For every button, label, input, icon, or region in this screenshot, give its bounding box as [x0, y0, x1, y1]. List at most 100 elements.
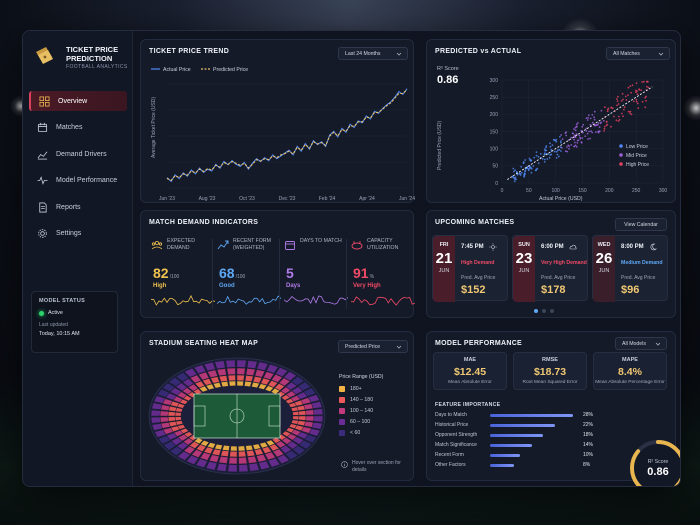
pva-point — [622, 98, 624, 101]
seat-section — [298, 440, 312, 450]
stadium-heatmap[interactable] — [147, 354, 327, 482]
pva-point — [647, 86, 650, 89]
match-time: 6:00 PM — [541, 244, 564, 250]
pva-filter-dropdown[interactable]: All Matches — [606, 47, 670, 60]
pva-point — [630, 113, 633, 116]
pva-point — [520, 171, 523, 174]
seat-section — [305, 409, 315, 416]
seat-section — [150, 416, 161, 424]
feature-name: Recent Form — [435, 452, 464, 458]
sparkline-path — [151, 294, 215, 306]
match-card[interactable]: WED 26 JUN 8:00 PM Medium Demand Pred. Avg Pr… — [592, 235, 668, 302]
performance-model-dropdown[interactable]: All Models — [615, 337, 667, 350]
trend-range-dropdown[interactable]: Last 24 Months — [338, 47, 408, 60]
seat-section — [275, 367, 289, 377]
view-calendar-button[interactable]: View Calendar — [615, 218, 667, 231]
sidebar-item-model-performance[interactable]: Model Performance — [29, 171, 127, 191]
seat-section — [159, 416, 169, 423]
seat-section — [288, 423, 298, 429]
ring-label: R² Score — [648, 459, 669, 465]
stadium-icon — [351, 241, 363, 250]
seat-section — [189, 374, 202, 384]
seat-section — [236, 380, 244, 387]
heatmap-hint: Hover over section for details — [341, 460, 401, 474]
pva-filter-value: All Matches — [613, 50, 640, 57]
predicted-price-line — [166, 89, 408, 182]
indicator-label: CAPACITY UTILIZATION — [367, 238, 399, 251]
chevron-down-icon — [658, 52, 664, 56]
match-card[interactable]: SUN 23 JUN 6:00 PM Very High Demand Pred. Avg… — [512, 235, 588, 302]
seat-section — [220, 381, 229, 388]
pva-point — [574, 129, 577, 132]
pva-point — [603, 130, 605, 132]
pva-point — [593, 116, 595, 119]
pva-point — [520, 165, 523, 168]
match-card[interactable]: FRI 21 JUN 7:45 PM High Demand Pred. Avg Pric… — [432, 235, 508, 302]
sidebar-item-demand-drivers[interactable]: Demand Drivers — [29, 144, 127, 164]
status-state-text: Active — [48, 310, 63, 316]
pva-point — [513, 170, 515, 173]
seat-section — [159, 410, 169, 417]
pva-point — [617, 120, 620, 122]
pva-point — [539, 153, 542, 155]
seat-section — [183, 445, 196, 455]
carousel-dot[interactable] — [542, 309, 546, 313]
pva-point — [578, 134, 581, 137]
indicator-desc: High — [153, 283, 167, 289]
app-title: TICKET PRICE PREDICTION — [66, 45, 119, 63]
heat-legend-label: < 60 — [350, 430, 361, 436]
seat-section — [286, 433, 298, 441]
pva-x-tick: 250 — [632, 188, 641, 194]
pva-point — [550, 153, 553, 156]
heat-legend-swatch — [339, 386, 345, 392]
match-month: JUN — [438, 268, 450, 274]
match-time: 8:00 PM — [621, 244, 644, 250]
pva-point — [632, 100, 635, 103]
pva-point — [636, 102, 639, 105]
indicator-desc: Very High — [353, 283, 381, 289]
pva-point — [574, 126, 577, 129]
seat-section — [286, 441, 299, 450]
carousel-dot-active[interactable] — [534, 309, 538, 313]
pva-y-tick: 50 — [492, 164, 498, 170]
carousel-dot[interactable] — [550, 309, 554, 313]
pva-point — [553, 150, 556, 153]
pva-point — [574, 144, 577, 147]
heatmap-legend-title: Price Range (USD) — [339, 374, 384, 380]
pva-point — [543, 152, 546, 155]
heatmap-metric-dropdown[interactable]: Predicted Price — [338, 340, 408, 353]
seat-section — [210, 376, 220, 384]
pva-point — [613, 115, 615, 118]
pva-point — [621, 92, 624, 95]
seat-section — [265, 439, 276, 447]
trend-x-tick: Dec '23 — [279, 196, 296, 202]
heatmap-title: STADIUM SEATING HEAT MAP — [149, 340, 259, 347]
model-status-state: Active — [39, 310, 110, 316]
feature-name: Other Factors — [435, 462, 466, 468]
pva-point — [565, 134, 568, 137]
pva-point — [577, 122, 579, 124]
sidebar-item-overview[interactable]: Overview — [29, 91, 127, 111]
last-updated-value: Today, 10:15 AM — [39, 331, 80, 337]
seat-section — [207, 369, 218, 378]
feature-pct: 10% — [583, 452, 594, 458]
sidebar-item-settings[interactable]: Settings — [29, 224, 127, 244]
heat-legend-item: 140 – 180 — [339, 397, 409, 403]
seat-section — [297, 381, 311, 391]
pva-point — [588, 130, 590, 133]
seat-section — [246, 360, 258, 369]
indicator-divider — [212, 239, 213, 309]
metric-desc: Mean Absolute Percentage Error — [595, 380, 665, 385]
pva-scatter-chart: 0 50 100 150 200 250 300 0 50 100 150 200 250 300 Pre… — [437, 78, 667, 202]
pva-point — [561, 138, 564, 140]
pva-point — [640, 89, 642, 92]
sidebar-item-reports[interactable]: Reports — [29, 197, 127, 217]
sidebar-item-matches[interactable]: Matches — [29, 118, 127, 138]
seat-section — [288, 402, 297, 408]
pva-y-tick: 100 — [490, 146, 499, 152]
info-icon — [341, 461, 348, 468]
calendar-icon — [37, 123, 48, 133]
heat-legend-swatch — [339, 430, 345, 436]
sparkline-path — [217, 295, 281, 305]
sparkline-path — [351, 296, 415, 306]
